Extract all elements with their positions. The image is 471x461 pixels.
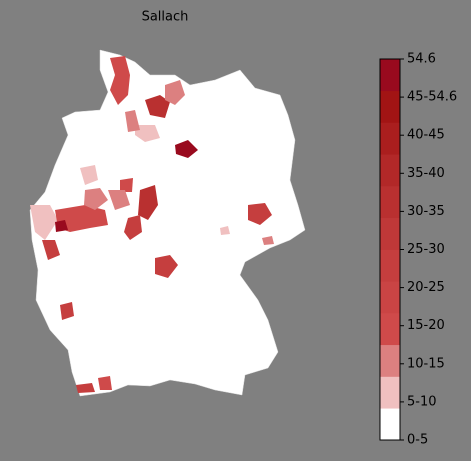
district xyxy=(165,80,185,105)
district xyxy=(175,140,198,158)
district xyxy=(108,190,130,210)
district xyxy=(42,240,60,260)
district xyxy=(155,255,178,278)
colorbar-label: 15-20 xyxy=(407,318,445,333)
colorbar-segment xyxy=(380,90,400,123)
district xyxy=(145,95,170,118)
colorbar-label: 0-5 xyxy=(407,433,428,448)
colorbar-segment xyxy=(380,154,400,187)
colorbar-label: 10-15 xyxy=(407,356,445,371)
colorbar-segment xyxy=(380,217,400,250)
district xyxy=(98,376,112,390)
colorbar-label: 35-40 xyxy=(407,166,445,181)
district xyxy=(248,203,272,225)
germany-map xyxy=(29,49,306,397)
colorbar-label: 54.6 xyxy=(407,52,436,67)
colorbar-label: 5-10 xyxy=(407,394,437,409)
district xyxy=(30,205,58,240)
colorbar-segment xyxy=(380,408,400,441)
highlighted-districts xyxy=(30,56,274,393)
colorbar-label: 20-25 xyxy=(407,280,445,295)
colorbar-label: 25-30 xyxy=(407,242,445,257)
colorbar-segment xyxy=(380,122,400,155)
colorbar: 0-5 5-10 10-15 15-20 20-25 25-30 30-35 35-40 40-… xyxy=(379,52,457,448)
district xyxy=(125,110,140,132)
district xyxy=(120,178,133,192)
colorbar-label: 30-35 xyxy=(407,204,445,219)
colorbar-segment xyxy=(380,59,400,92)
district xyxy=(60,302,74,320)
district xyxy=(138,185,158,220)
map-title: Sallach xyxy=(142,10,189,25)
colorbar-segment xyxy=(380,186,400,219)
district xyxy=(84,188,108,210)
colorbar-segment xyxy=(380,376,400,409)
colorbar-label: 45-54.6 xyxy=(407,90,457,105)
colorbar-label: 40-45 xyxy=(407,128,445,143)
district xyxy=(262,236,274,245)
district xyxy=(55,205,108,232)
district xyxy=(135,125,160,142)
district xyxy=(55,220,68,232)
district xyxy=(76,383,95,393)
colorbar-segment xyxy=(380,344,400,377)
colorbar-segment xyxy=(380,249,400,282)
district xyxy=(110,56,130,105)
country-outline xyxy=(29,49,306,397)
district xyxy=(80,165,98,185)
colorbar-segment xyxy=(380,281,400,314)
district xyxy=(220,226,230,235)
district xyxy=(124,215,142,240)
colorbar-segment xyxy=(380,313,400,346)
